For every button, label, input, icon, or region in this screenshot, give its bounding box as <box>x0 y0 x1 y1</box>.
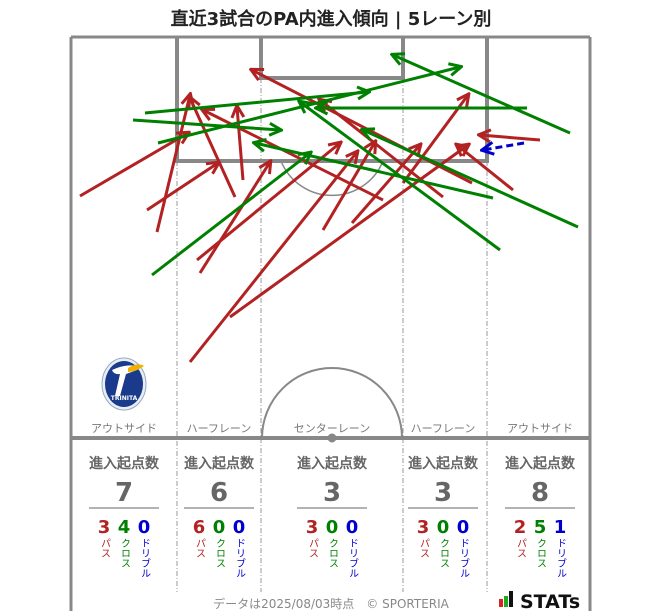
pass-label: パス <box>194 538 206 558</box>
pass-arrow <box>155 95 190 233</box>
lane-total: 6 <box>210 478 228 508</box>
pass-arrow <box>198 162 270 274</box>
cross-arrow <box>393 55 571 135</box>
dribble-arrow <box>483 143 525 150</box>
lane-label: アウトサイド <box>507 422 573 435</box>
pass-arrow <box>229 145 468 319</box>
brand-name: STATs <box>520 591 580 611</box>
pass-arrow <box>457 145 514 192</box>
pass-label: パス <box>99 538 111 558</box>
pass-count: 2 <box>514 517 527 538</box>
pass-arrow <box>480 135 541 140</box>
lane-header: 進入起点数 <box>89 455 160 472</box>
penalty-arc <box>280 160 384 197</box>
lane-stats: アウトサイド進入起点数73パス4クロス0ドリブルハーフレーン進入起点数66パス0… <box>89 422 576 578</box>
lane-total: 3 <box>434 478 452 508</box>
logo-bar <box>509 591 513 607</box>
lane-label: アウトサイド <box>91 422 157 435</box>
dribble-count: 1 <box>554 517 567 538</box>
logo-bar <box>499 599 503 607</box>
footer-note: データは2025/08/03時点 © SPORTERIA <box>213 596 450 611</box>
lane-total: 8 <box>531 478 549 508</box>
pass-count: 3 <box>417 517 430 538</box>
chart-title: 直近3試合のPA内進入傾向 | 5レーン別 <box>171 8 492 30</box>
cross-arrow <box>144 92 368 115</box>
pass-arrow <box>146 163 218 212</box>
team-logo: TRINITA <box>101 357 147 411</box>
pass-arrow <box>188 152 357 363</box>
pass-label: パス <box>418 538 430 558</box>
pass-label: パス <box>307 538 319 558</box>
lane-label: ハーフレーン <box>187 422 252 435</box>
dribble-count: 0 <box>233 517 246 538</box>
cross-arrow <box>132 118 280 130</box>
pass-arrow <box>79 133 188 198</box>
pitch <box>69 35 592 611</box>
pass-count: 3 <box>306 517 319 538</box>
cross-count: 5 <box>534 517 547 538</box>
cross-label: クロス <box>438 538 449 568</box>
cross-arrow <box>255 143 494 200</box>
lane-header: 進入起点数 <box>184 455 255 472</box>
dribble-count: 0 <box>138 517 151 538</box>
cross-label: クロス <box>327 538 338 568</box>
dribble-label: ドリブル <box>555 538 567 578</box>
cross-count: 0 <box>213 517 226 538</box>
lane-total: 7 <box>115 478 133 508</box>
cross-arrow <box>300 102 501 252</box>
cross-count: 4 <box>118 517 131 538</box>
dribble-label: ドリブル <box>458 538 470 578</box>
logo-bar <box>504 596 508 607</box>
pass-arrow <box>190 98 237 198</box>
pass-arrow <box>196 143 340 262</box>
cross-arrow <box>151 153 310 277</box>
lane-label: ハーフレーン <box>411 422 476 435</box>
lane-label: センターレーン <box>294 422 370 435</box>
goal-area <box>259 37 405 80</box>
center-spot <box>327 433 337 443</box>
lane-total: 3 <box>323 478 341 508</box>
lane-header: 進入起点数 <box>505 455 576 472</box>
pass-arrow <box>350 145 420 224</box>
dribble-count: 0 <box>457 517 470 538</box>
lane-header: 進入起点数 <box>297 455 368 472</box>
pass-label: パス <box>515 538 527 558</box>
cross-label: クロス <box>535 538 546 568</box>
pass-arrow <box>321 142 375 231</box>
dribble-label: ドリブル <box>347 538 359 578</box>
cross-label: クロス <box>214 538 225 568</box>
cross-count: 0 <box>326 517 339 538</box>
cross-arrow <box>363 130 579 229</box>
dribble-count: 0 <box>346 517 359 538</box>
cross-count: 0 <box>437 517 450 538</box>
stats-logo: STATs <box>499 591 580 611</box>
lane-header: 進入起点数 <box>408 455 479 472</box>
pass-count: 3 <box>98 517 111 538</box>
pass-arrow <box>401 95 468 184</box>
pass-arrow <box>237 107 243 181</box>
svg-text:TRINITA: TRINITA <box>111 395 138 402</box>
pass-count: 6 <box>193 517 206 538</box>
dribble-label: ドリブル <box>234 538 246 578</box>
dribble-label: ドリブル <box>139 538 151 578</box>
cross-label: クロス <box>119 538 130 568</box>
arrow-layer <box>79 55 579 363</box>
center-circle <box>261 367 403 439</box>
